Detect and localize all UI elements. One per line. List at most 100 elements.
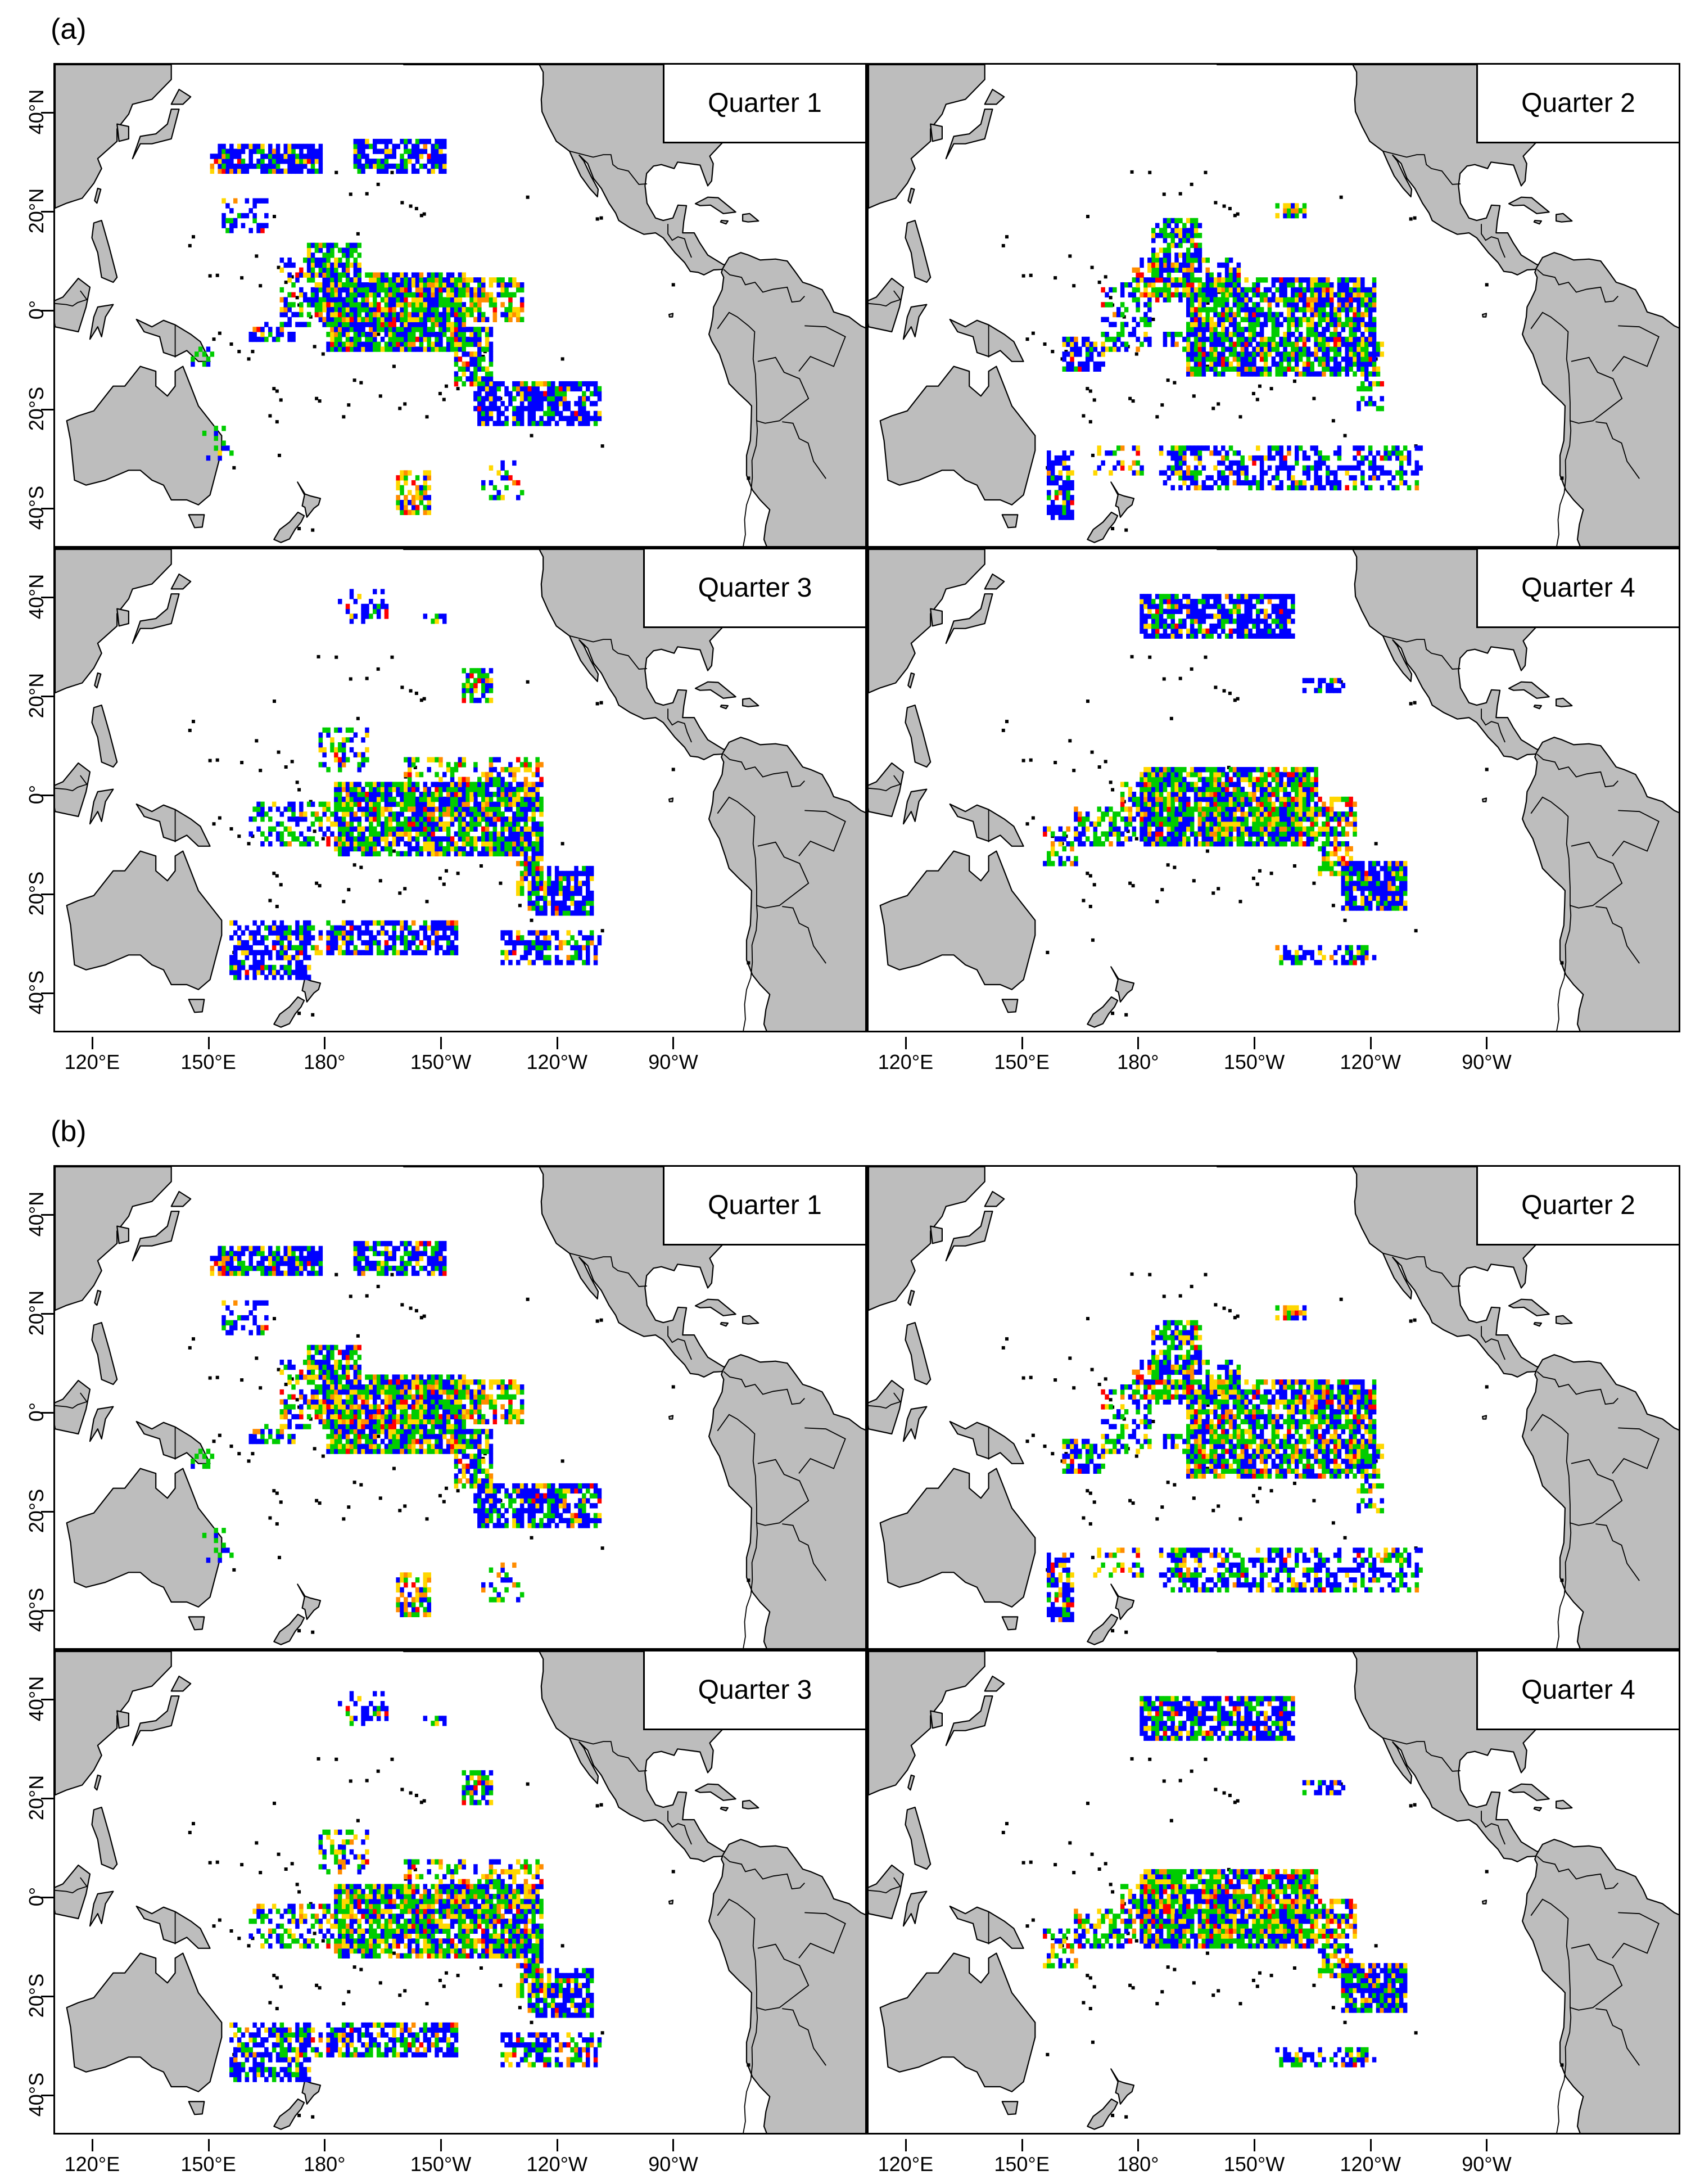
island-marker — [218, 331, 221, 335]
effort-cell — [1221, 366, 1226, 372]
effort-cell — [1322, 371, 1326, 377]
effort-cell — [314, 262, 319, 268]
effort-cell — [1054, 504, 1059, 511]
effort-cell — [527, 930, 532, 936]
effort-cell — [299, 831, 304, 837]
effort-cell — [1279, 366, 1283, 372]
effort-cell — [504, 307, 509, 313]
effort-cell — [291, 148, 296, 154]
effort-cell — [582, 910, 586, 916]
effort-cell — [1167, 252, 1172, 258]
effort-cell — [469, 312, 474, 318]
effort-cell — [1228, 366, 1233, 372]
effort-cell — [206, 361, 211, 367]
map-canvas — [55, 65, 865, 546]
island-marker — [1005, 235, 1009, 239]
effort-cell — [1101, 460, 1105, 466]
effort-cell — [388, 277, 393, 283]
effort-cell — [225, 228, 230, 233]
effort-cell — [1395, 450, 1400, 456]
effort-cell — [1120, 292, 1125, 297]
effort-cell — [1170, 218, 1175, 224]
effort-cell — [275, 143, 281, 150]
effort-cell — [1360, 297, 1365, 303]
effort-cell — [1193, 371, 1199, 377]
effort-cell — [586, 396, 590, 401]
effort-cell — [570, 410, 575, 417]
effort-cell — [485, 341, 490, 347]
effort-cell — [1275, 312, 1279, 318]
effort-cell — [369, 317, 373, 322]
effort-cell — [1182, 233, 1187, 238]
effort-cell — [1279, 336, 1283, 342]
effort-cell — [1318, 322, 1322, 327]
effort-cell — [233, 154, 238, 159]
effort-cell — [252, 974, 257, 980]
effort-cell — [1147, 292, 1152, 297]
island-marker — [212, 337, 216, 341]
effort-cell — [519, 396, 525, 401]
effort-cell — [310, 292, 315, 297]
island-marker — [352, 378, 356, 382]
effort-cell — [582, 895, 586, 901]
effort-cell — [1271, 485, 1276, 491]
effort-cell — [504, 317, 509, 322]
effort-cell — [442, 327, 447, 332]
effort-cell — [1201, 287, 1206, 293]
effort-cell — [593, 960, 598, 965]
effort-cell — [310, 925, 315, 931]
effort-cell — [248, 816, 253, 822]
effort-cell — [435, 317, 439, 322]
land-galapagos — [668, 797, 674, 802]
effort-cell — [345, 292, 350, 297]
effort-cell — [543, 381, 548, 387]
effort-cell — [338, 925, 342, 931]
island-marker — [425, 415, 429, 419]
effort-cell — [1364, 485, 1369, 491]
effort-cell — [492, 826, 498, 832]
effort-cell — [492, 777, 498, 782]
effort-cell — [496, 806, 501, 812]
effort-cell — [446, 826, 451, 832]
effort-cell — [245, 213, 250, 219]
effort-cell — [221, 148, 226, 154]
effort-cell — [523, 945, 528, 951]
effort-cell — [492, 767, 498, 773]
effort-cell — [473, 796, 478, 802]
effort-cell — [1283, 465, 1287, 471]
effort-cell — [543, 881, 548, 886]
effort-cell — [423, 485, 428, 491]
effort-cell — [365, 307, 369, 313]
effort-cell — [1271, 336, 1276, 342]
effort-cell — [481, 312, 486, 318]
country-border — [798, 325, 846, 372]
effort-cell — [322, 258, 327, 263]
effort-cell — [1182, 475, 1187, 481]
effort-cell — [369, 277, 373, 283]
effort-cell — [380, 277, 385, 283]
effort-cell — [376, 317, 381, 322]
effort-cell — [1275, 317, 1279, 322]
effort-cell — [353, 732, 358, 738]
effort-cell — [512, 851, 517, 856]
effort-cell — [1337, 445, 1342, 451]
effort-cell — [1062, 450, 1066, 456]
effort-cell — [338, 258, 342, 263]
effort-cell — [566, 940, 571, 946]
effort-cell — [1259, 371, 1264, 377]
effort-cell — [252, 336, 257, 342]
effort-cell — [303, 292, 308, 297]
effort-cell — [1213, 357, 1218, 362]
effort-cell — [1085, 336, 1090, 342]
effort-cell — [357, 272, 361, 278]
effort-cell — [1174, 287, 1179, 293]
effort-cell — [1368, 357, 1373, 362]
effort-cell — [384, 143, 389, 150]
effort-cell — [303, 143, 308, 150]
effort-cell — [218, 143, 222, 150]
effort-cell — [1058, 515, 1063, 520]
effort-cell — [531, 940, 536, 946]
effort-cell — [1279, 460, 1283, 466]
effort-cell — [438, 787, 443, 792]
effort-cell — [1062, 366, 1066, 372]
